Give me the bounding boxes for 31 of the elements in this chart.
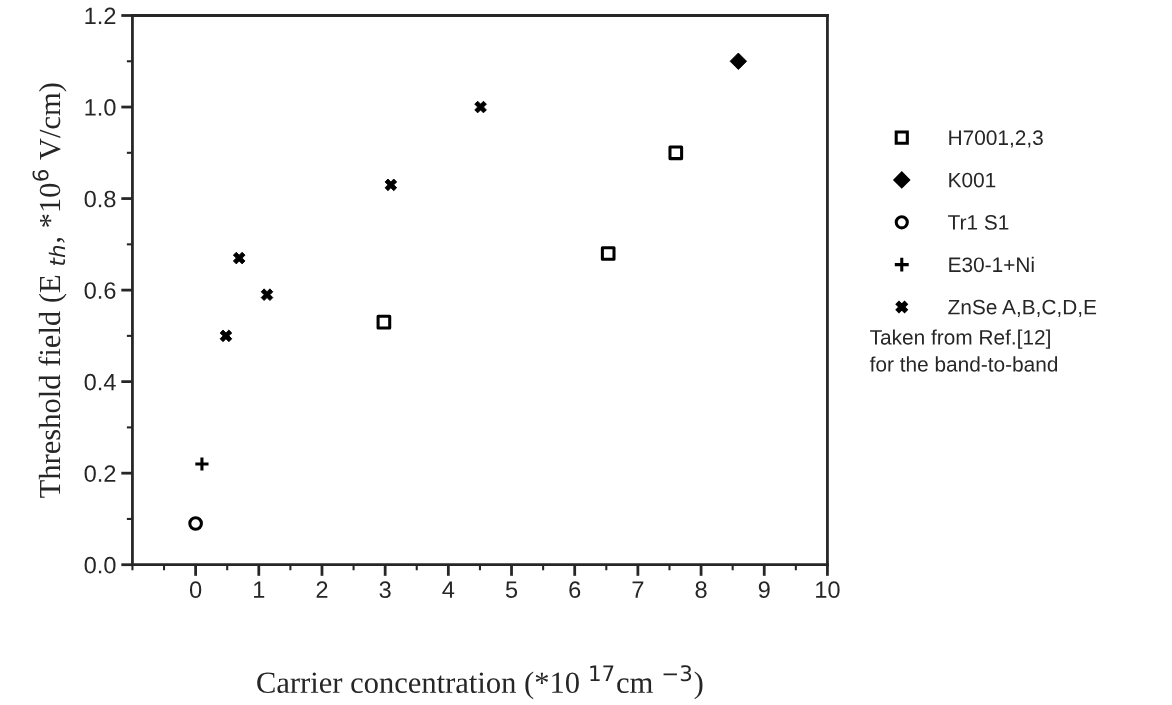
y-tick-label: 0.0 xyxy=(84,556,116,574)
y-tick-label: 0.6 xyxy=(84,282,116,299)
legend-label: Tr1 S1 xyxy=(948,215,1009,230)
legend-label: K001 xyxy=(949,172,996,188)
y-tick-label: 0.2 xyxy=(84,465,116,482)
point xyxy=(188,516,203,531)
x-tick-label: 8 xyxy=(695,581,707,599)
x-tick-label: 4 xyxy=(442,581,455,598)
y-axis-title: Threshold field (E $_{th}$, *10$^{6}$ V/cm) xyxy=(32,83,67,498)
x-tick-label: 7 xyxy=(632,581,644,598)
x-tick-label: 2 xyxy=(316,581,328,598)
x-tick-label: 5 xyxy=(505,581,518,599)
x-tick-label: 3 xyxy=(379,581,391,599)
point xyxy=(376,314,392,330)
legend-label: E30-1+Ni xyxy=(949,256,1034,273)
x-tick-label: 9 xyxy=(758,581,770,599)
legend-label: ZnSe A,B,C,D,E xyxy=(948,299,1097,317)
x-tick-label: 1 xyxy=(254,581,265,598)
point xyxy=(600,246,616,261)
y-tick-label: 1.2 xyxy=(85,7,116,25)
x-tick-label: 10 xyxy=(816,581,840,599)
text: Taken from Ref.[12] for the band-to-band xyxy=(869,329,1058,372)
x-axis-title: Carrier concentration (*10 $^{17}$cm $^{−3}$) xyxy=(257,665,703,700)
point xyxy=(193,455,211,473)
y-tick-label: 1.0 xyxy=(85,99,116,116)
point xyxy=(668,145,684,161)
y-tick-label: 0.8 xyxy=(84,190,116,208)
legend-label: H7001,2,3 xyxy=(949,130,1043,148)
y-tick-label: 0.4 xyxy=(84,373,116,391)
x-tick-label: 6 xyxy=(569,581,581,599)
x-tick-label: 0 xyxy=(189,581,202,599)
